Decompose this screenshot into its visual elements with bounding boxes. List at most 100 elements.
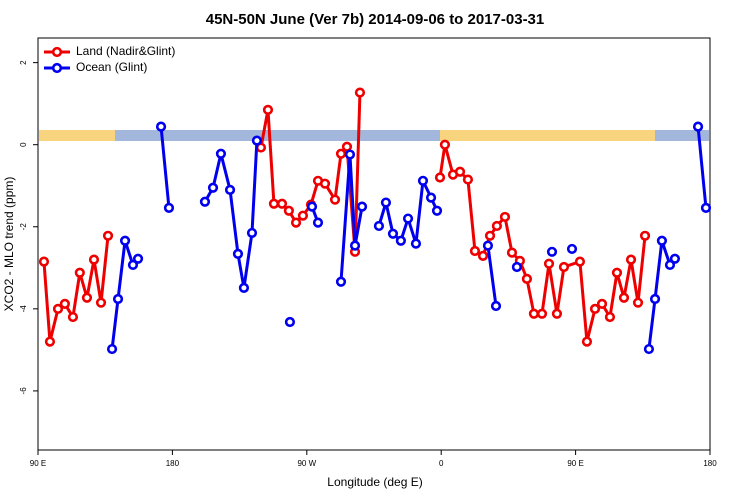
point [551,308,563,319]
point [543,258,555,269]
point [112,293,124,305]
point [417,175,429,186]
point [283,205,294,216]
point [410,238,422,249]
point [484,230,496,241]
x-tick-label: 0 [439,459,444,468]
point [312,217,324,228]
point [199,196,211,207]
point [341,141,353,152]
y-tick-label: 0 [19,142,28,147]
x-tick-label: 90 W [297,459,316,468]
legend-label: Ocean (Glint) [76,60,147,74]
point [431,205,443,216]
point [521,273,533,284]
point [74,267,85,278]
point [574,256,586,267]
point [639,230,651,241]
point [127,259,139,271]
y-axis-title: XCO2 - MLO trend (ppm) [2,177,16,312]
point [566,243,578,255]
point [618,292,630,303]
point [119,235,131,246]
point [546,246,558,257]
point [224,184,236,195]
point [649,293,661,305]
point [395,235,406,246]
surface-band [39,130,709,141]
point [284,316,296,328]
point [262,104,274,115]
x-tick-label: 180 [703,459,717,468]
point [511,261,523,273]
point [207,182,219,193]
point [329,194,341,205]
x-tick-label: 90 E [567,459,583,468]
point [215,148,227,159]
point [700,202,712,213]
point [477,250,489,262]
point [268,198,280,209]
point [454,166,466,177]
point [434,172,446,183]
point [491,220,503,232]
point [52,303,64,314]
y-tick-label: 2 [19,60,28,65]
point [246,227,258,239]
point [297,210,309,221]
point [276,198,288,209]
point [632,297,644,308]
point [528,308,540,319]
point [643,343,655,355]
point [664,259,676,271]
legend-label: Land (Nadir&Glint) [76,44,175,58]
point [482,240,494,251]
point [425,192,437,203]
point [469,245,481,257]
point [155,121,167,132]
point [354,87,366,98]
point [373,220,385,232]
point [232,248,244,259]
point [335,148,347,159]
point [387,228,399,239]
point [251,135,263,146]
point [439,139,451,150]
point [589,303,601,314]
point [536,308,548,319]
point [335,276,347,287]
y-tick-label: -4 [19,305,28,313]
point [625,254,637,265]
point [490,300,502,312]
point [349,240,361,251]
point [59,298,70,310]
point [88,254,100,265]
point [95,297,107,308]
x-tick-label: 180 [166,459,180,468]
point [38,256,50,267]
point [596,298,608,310]
series-line [110,126,708,350]
point [319,178,331,189]
point [67,311,79,323]
x-axis-title: Longitude (deg E) [327,475,422,489]
point [132,253,144,264]
legend-marker [51,46,63,58]
point [402,213,414,224]
point [163,202,175,213]
point [356,201,368,212]
point [81,292,93,303]
point [581,336,593,347]
point [611,267,623,278]
point [604,311,616,323]
chart-title: 45N-50N June (Ver 7b) 2014-09-06 to 2017… [206,11,545,28]
point [344,149,356,160]
point [102,230,114,241]
point [558,261,570,273]
point [692,121,704,132]
point [499,211,511,223]
point [290,217,302,228]
point [380,197,392,208]
point [44,336,56,347]
